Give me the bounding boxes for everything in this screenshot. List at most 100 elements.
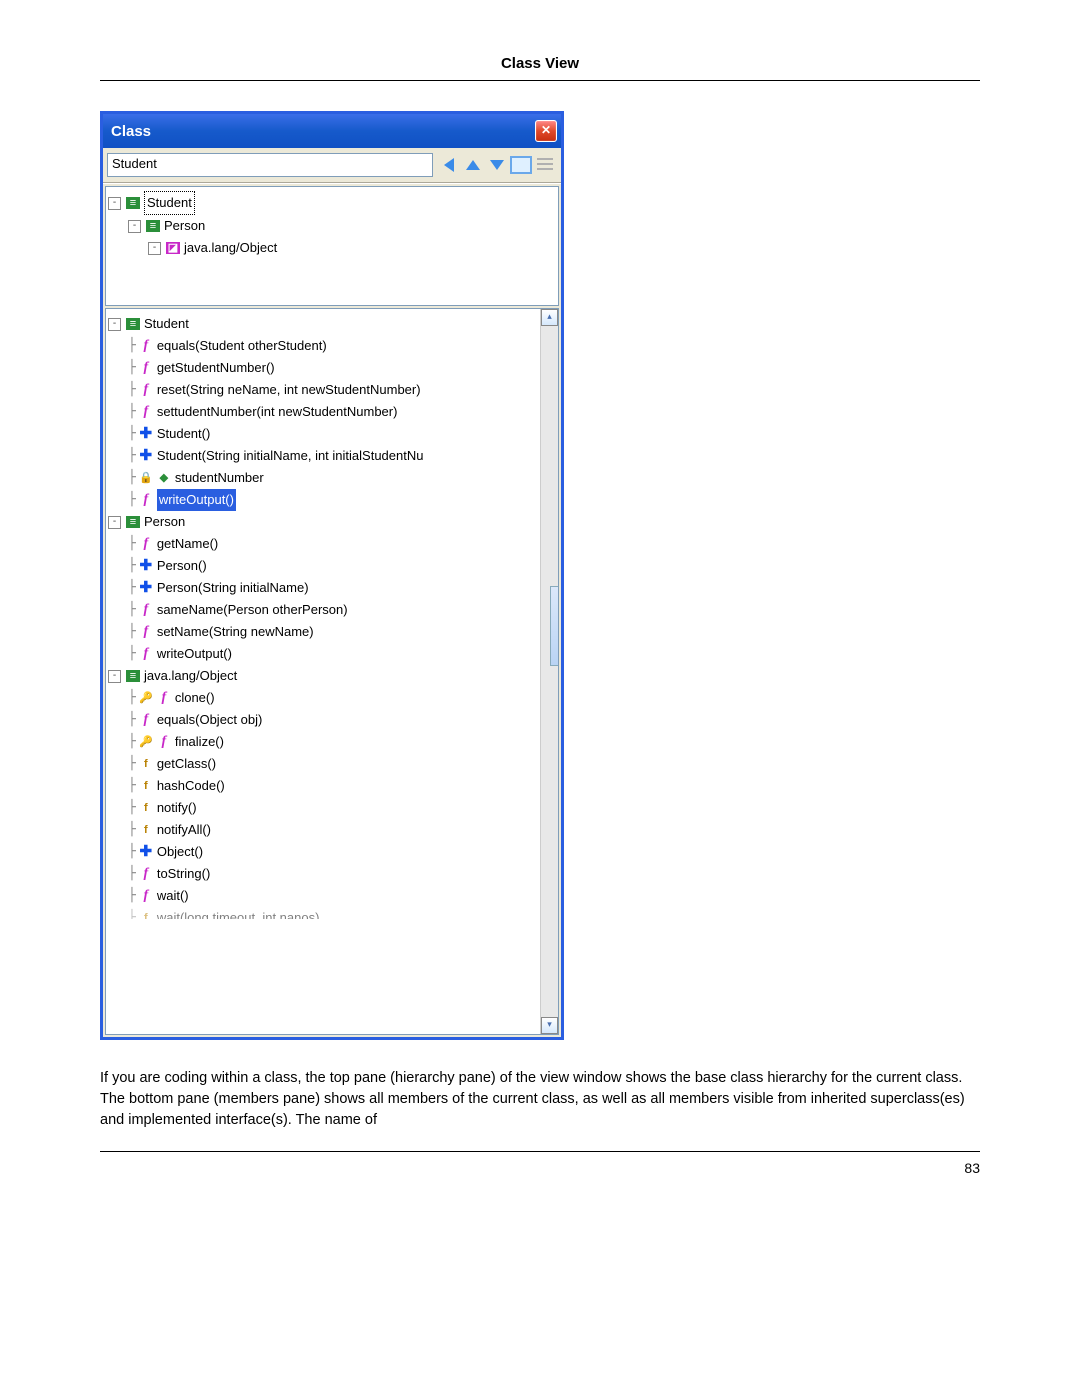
member-item[interactable]: ├fsettudentNumber(int newStudentNumber) [128, 401, 538, 423]
tree-connector: ├ [128, 753, 136, 775]
scroll-thumb[interactable] [550, 586, 560, 666]
tree-connector: ├ [128, 533, 136, 555]
member-item[interactable]: ├fequals(Student otherStudent) [128, 335, 538, 357]
titlebar[interactable]: Class ✕ [103, 114, 561, 148]
close-button[interactable]: ✕ [535, 120, 557, 142]
collapse-icon[interactable]: - [148, 242, 161, 255]
method-icon: f [139, 406, 153, 418]
constructor-icon: ✚ [139, 846, 153, 858]
member-item[interactable]: ├fhashCode() [128, 775, 538, 797]
nav-back-icon[interactable] [438, 154, 460, 176]
tree-connector: ├ [128, 907, 136, 919]
scroll-down-icon[interactable]: ▾ [541, 1017, 558, 1034]
member-label: getStudentNumber() [157, 357, 275, 379]
method-icon: f [139, 714, 153, 726]
member-item[interactable]: ├fgetName() [128, 533, 538, 555]
member-item[interactable]: ├freset(String neName, int newStudentNum… [128, 379, 538, 401]
tree-node[interactable]: - ≡ Student [108, 191, 556, 215]
tree-connector: ├ [128, 621, 136, 643]
member-item[interactable]: ├🔑fclone() [128, 687, 538, 709]
page-number: 83 [964, 1160, 980, 1176]
member-item[interactable]: ├✚ Student() [128, 423, 538, 445]
member-label: sameName(Person otherPerson) [157, 599, 348, 621]
collapse-icon[interactable]: - [108, 318, 121, 331]
member-item[interactable]: ├fgetStudentNumber() [128, 357, 538, 379]
method-icon: f [139, 384, 153, 396]
tree-connector: ├ [128, 401, 136, 423]
constructor-icon: ✚ [139, 428, 153, 440]
member-item[interactable]: ├fgetClass() [128, 753, 538, 775]
key-icon: 🔑 [139, 736, 153, 748]
tree-connector: ├ [128, 841, 136, 863]
tree-node[interactable]: -≡Student [108, 313, 538, 335]
tree-connector: ├ [128, 423, 136, 445]
member-item[interactable]: ├fsameName(Person otherPerson) [128, 599, 538, 621]
member-label: setName(String newName) [157, 621, 314, 643]
final-method-icon: f [139, 780, 153, 792]
member-item[interactable]: ├fwait() [128, 885, 538, 907]
scroll-up-icon[interactable]: ▴ [541, 309, 558, 326]
final-method-icon: f [139, 912, 153, 919]
tree-connector: ├ [128, 445, 136, 467]
tree-node[interactable]: - ≡ Person [128, 215, 556, 237]
tree-connector: ├ [128, 709, 136, 731]
member-item[interactable]: ├🔑ffinalize() [128, 731, 538, 753]
method-icon: f [139, 868, 153, 880]
tree-node[interactable]: -≡Person [108, 511, 538, 533]
method-icon: f [139, 604, 153, 616]
tree-connector: ├ [128, 577, 136, 599]
tree-connector: ├ [128, 731, 136, 753]
scrollbar-vertical[interactable]: ▴ ▾ [540, 309, 558, 1034]
method-icon: f [139, 340, 153, 352]
member-label: getClass() [157, 753, 216, 775]
member-item[interactable]: ├fwait(long timeout, int nanos) [128, 907, 538, 919]
tree-connector: ├ [128, 885, 136, 907]
tree-node[interactable]: - ◪ java.lang/Object [148, 237, 556, 259]
class-icon: ≡ [126, 318, 140, 330]
tree-connector: ├ [128, 555, 136, 577]
collapse-icon[interactable]: - [108, 670, 121, 683]
class-icon: ◪ [166, 242, 180, 254]
collapse-icon[interactable]: - [128, 220, 141, 233]
member-label: studentNumber [175, 467, 264, 489]
member-item[interactable]: ├🔒◆studentNumber [128, 467, 538, 489]
member-label: Student() [157, 423, 210, 445]
method-icon: f [139, 626, 153, 638]
member-item[interactable]: ├fnotify() [128, 797, 538, 819]
member-item[interactable]: ├f setName(String newName) [128, 621, 538, 643]
member-item[interactable]: ├fequals(Object obj) [128, 709, 538, 731]
member-label: Student(String initialName, int initialS… [157, 445, 424, 467]
member-item[interactable]: ├fnotifyAll() [128, 819, 538, 841]
panel-icon[interactable] [510, 154, 532, 176]
member-item[interactable]: ├✚ Student(String initialName, int initia… [128, 445, 538, 467]
method-icon: f [157, 692, 171, 704]
constructor-icon: ✚ [139, 582, 153, 594]
constructor-icon: ✚ [139, 560, 153, 572]
member-label: clone() [175, 687, 215, 709]
class-icon: ≡ [126, 516, 140, 528]
member-label-selected: writeOutput() [157, 489, 236, 511]
member-label: equals(Student otherStudent) [157, 335, 327, 357]
member-item[interactable]: ├✚Person(String initialName) [128, 577, 538, 599]
collapse-icon[interactable]: - [108, 197, 121, 210]
hierarchy-class: Person [164, 215, 205, 237]
nav-up-icon[interactable] [462, 154, 484, 176]
tree-connector: ├ [128, 357, 136, 379]
collapse-icon[interactable]: - [108, 516, 121, 529]
menu-icon[interactable] [534, 154, 556, 176]
constructor-icon: ✚ [139, 450, 153, 462]
nav-down-icon[interactable] [486, 154, 508, 176]
hierarchy-root: Student [144, 191, 195, 215]
member-item[interactable]: ├ftoString() [128, 863, 538, 885]
class-icon: ≡ [126, 197, 140, 209]
member-item[interactable]: ├fwriteOutput() [128, 489, 538, 511]
tree-node[interactable]: -≡java.lang/Object [108, 665, 538, 687]
page-footer: 83 [100, 1151, 980, 1176]
member-item[interactable]: ├fwriteOutput() [128, 643, 538, 665]
lock-icon: 🔒 [139, 472, 153, 484]
member-label: writeOutput() [157, 643, 232, 665]
member-item[interactable]: ├✚Object() [128, 841, 538, 863]
member-item[interactable]: ├✚Person() [128, 555, 538, 577]
class-select-combo[interactable]: Student [107, 153, 433, 177]
tree-connector: ├ [128, 379, 136, 401]
